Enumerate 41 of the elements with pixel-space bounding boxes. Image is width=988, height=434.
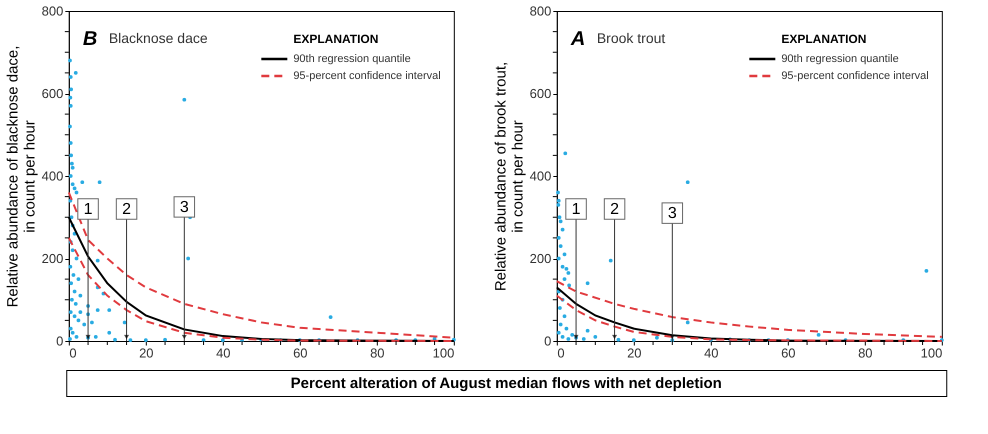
x-tick-label: 80 [370,346,385,360]
y-tick-label: 600 [42,86,64,101]
text: B [82,28,98,50]
legend-label: 95-percent confidence interval [293,70,441,82]
x-tick-label: 80 [858,346,873,360]
annotation: 1 [572,201,581,218]
x-tick-label: 20 [139,346,154,360]
y-tick-label: 200 [42,251,64,266]
y-tick-label: 0 [544,334,552,348]
x-tick-label: 60 [293,346,308,360]
x-tick-label: 100 [920,346,942,360]
text: A [570,28,586,50]
annotation: 3 [180,198,189,216]
y-tick-label: 400 [530,168,552,184]
x-tick-label: 60 [781,346,796,360]
y-tick-label: 0 [56,334,64,348]
legend-title: EXPLANATION [781,32,866,46]
y-tick-label: 800 [42,4,64,18]
annotation: 1 [84,201,93,218]
y-axis-title: Relative abundance of blacknose dace, in count per hour [4,46,39,308]
x-tick-label: 0 [69,346,77,360]
x-tick-label: 20 [627,346,642,360]
x-tick-label: 100 [432,346,454,360]
y-tick-label: 200 [530,251,552,266]
y-axis-title: Relative abundance of brook trout, in count per hour [492,62,527,292]
y-tick-label: 800 [530,4,552,18]
legend-label: 90th regression quantile [293,53,411,65]
text: Blacknose dace [108,30,208,46]
x-axis-title: Percent alteration of August median flows with net depletion [290,375,722,392]
x-tick-label: 0 [557,346,565,360]
annotation: 2 [610,201,620,218]
legend-label: 95-percent confidence interval [781,70,929,82]
legend-label: 90th regression quantile [781,53,899,65]
annotation: 2 [122,201,132,218]
annotation: 3 [668,205,677,222]
x-tick-label: 40 [704,346,719,360]
x-tick-label: 40 [216,346,231,360]
y-tick-label: 400 [42,168,64,184]
y-tick-label: 600 [530,86,552,101]
text: Brook trout [596,30,666,46]
legend-title: EXPLANATION [293,32,378,46]
